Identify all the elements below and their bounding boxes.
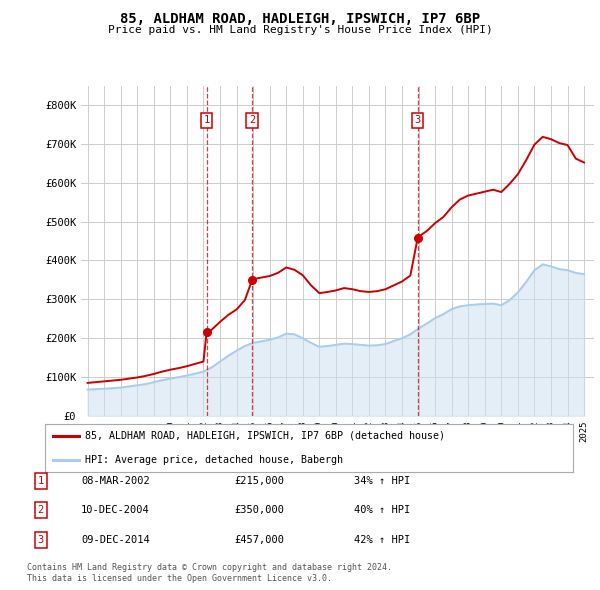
Text: HPI: Average price, detached house, Babergh: HPI: Average price, detached house, Babe…: [85, 455, 343, 465]
Text: 08-MAR-2002: 08-MAR-2002: [81, 476, 150, 486]
Text: Price paid vs. HM Land Registry's House Price Index (HPI): Price paid vs. HM Land Registry's House …: [107, 25, 493, 35]
Text: 1: 1: [38, 476, 44, 486]
Text: This data is licensed under the Open Government Licence v3.0.: This data is licensed under the Open Gov…: [27, 574, 332, 583]
Text: 2: 2: [38, 506, 44, 515]
Text: £350,000: £350,000: [234, 506, 284, 515]
Text: 3: 3: [415, 115, 421, 125]
Text: 34% ↑ HPI: 34% ↑ HPI: [354, 476, 410, 486]
Text: 2: 2: [249, 115, 255, 125]
Text: 42% ↑ HPI: 42% ↑ HPI: [354, 535, 410, 545]
Text: 1: 1: [203, 115, 210, 125]
Text: 85, ALDHAM ROAD, HADLEIGH, IPSWICH, IP7 6BP (detached house): 85, ALDHAM ROAD, HADLEIGH, IPSWICH, IP7 …: [85, 431, 445, 441]
Text: £215,000: £215,000: [234, 476, 284, 486]
Text: 85, ALDHAM ROAD, HADLEIGH, IPSWICH, IP7 6BP: 85, ALDHAM ROAD, HADLEIGH, IPSWICH, IP7 …: [120, 12, 480, 26]
Text: 40% ↑ HPI: 40% ↑ HPI: [354, 506, 410, 515]
Text: 09-DEC-2014: 09-DEC-2014: [81, 535, 150, 545]
Text: £457,000: £457,000: [234, 535, 284, 545]
Text: Contains HM Land Registry data © Crown copyright and database right 2024.: Contains HM Land Registry data © Crown c…: [27, 563, 392, 572]
Text: 10-DEC-2004: 10-DEC-2004: [81, 506, 150, 515]
Text: 3: 3: [38, 535, 44, 545]
